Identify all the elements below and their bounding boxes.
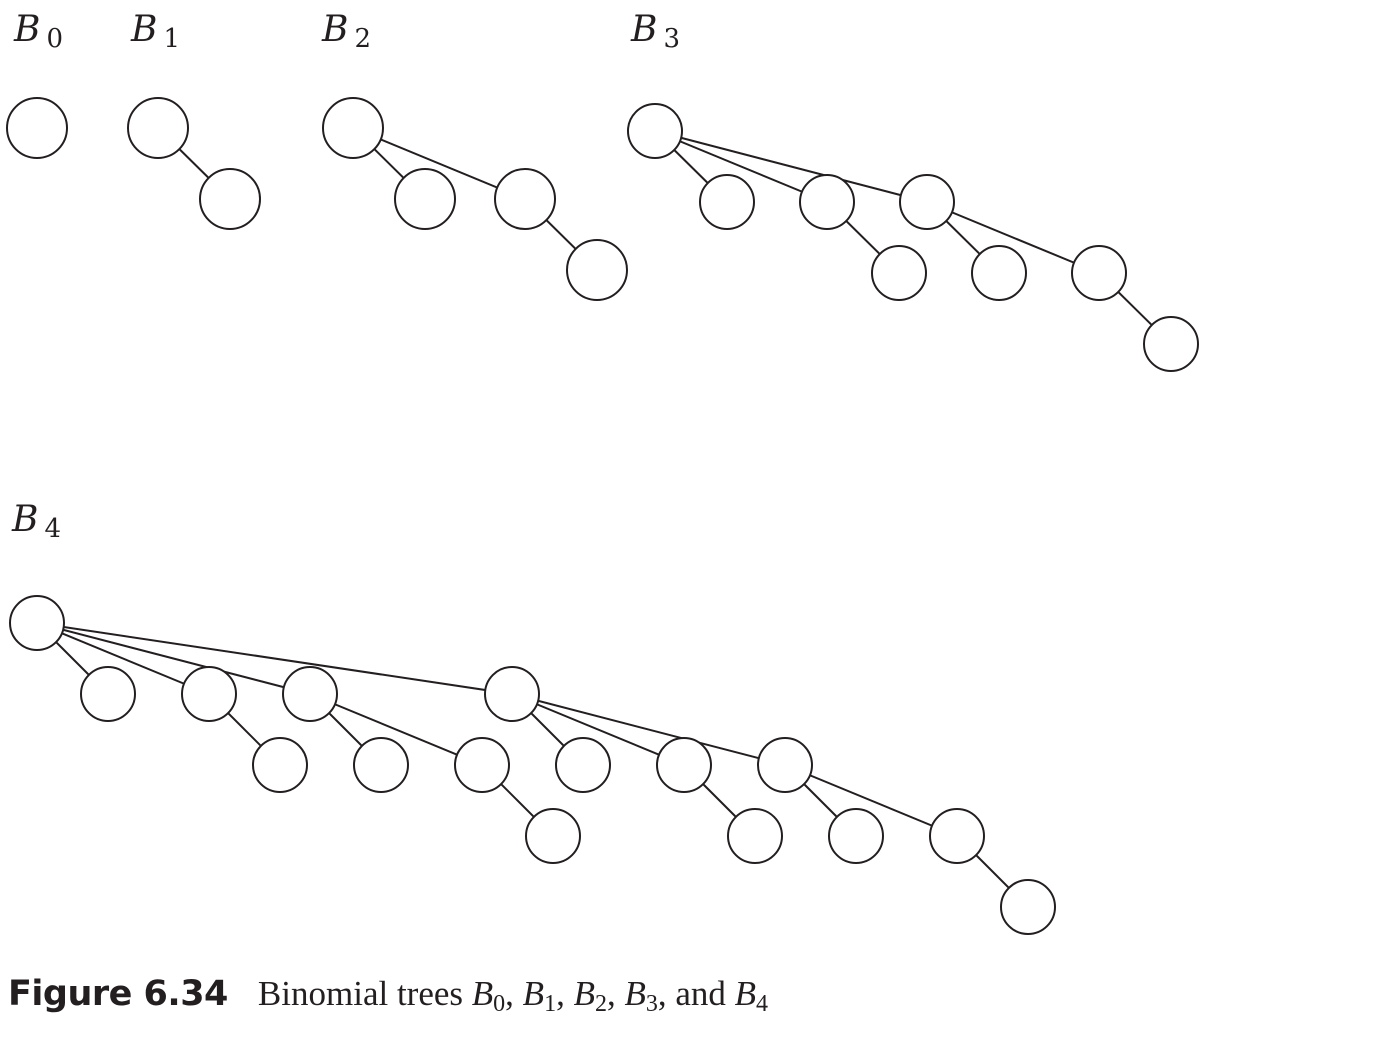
tree-b4-node <box>353 737 409 793</box>
tree-nodes <box>6 97 1199 935</box>
tree-b2-node <box>566 239 628 301</box>
tree-b3-node <box>1071 245 1127 301</box>
tree-b2-edge <box>352 127 526 200</box>
caption-tree-b3: B3 <box>624 974 658 1017</box>
tree-b2-node <box>494 168 556 230</box>
tree-b4-edge <box>784 764 958 837</box>
tree-b4-node <box>80 666 136 722</box>
tree-b4-edge <box>36 622 311 695</box>
tree-b4-edge <box>511 693 685 766</box>
caption-tree-b4: B4 <box>734 974 769 1017</box>
tree-b1-node <box>199 168 261 230</box>
tree-b3-node <box>799 174 855 230</box>
tree-b4-node <box>484 666 540 722</box>
tree-b4-root-node <box>9 595 65 651</box>
tree-b3-node <box>971 245 1027 301</box>
tree-b4-node <box>181 666 237 722</box>
tree-b4-node <box>555 737 611 793</box>
tree-b4-node <box>525 808 581 864</box>
tree-b2-root-node <box>322 97 384 159</box>
tree-b4-node <box>727 808 783 864</box>
tree-b4-node <box>757 737 813 793</box>
tree-b4-node <box>454 737 510 793</box>
tree-b2-node <box>394 168 456 230</box>
tree-b1-root-node <box>127 97 189 159</box>
tree-b3-node <box>1143 316 1199 372</box>
tree-b3-edge <box>654 130 828 203</box>
caption-tree-b1: B1 <box>522 974 557 1017</box>
tree-b3-node <box>899 174 955 230</box>
caption-tree-b0: B0 <box>471 974 506 1017</box>
tree-b4-node <box>282 666 338 722</box>
tree-b4-edge <box>309 693 483 766</box>
tree-b4-edge <box>36 622 210 695</box>
tree-b4-node <box>252 737 308 793</box>
tree-b3-edge <box>926 201 1100 274</box>
caption-tree-list: B0, B1, B2, B3, and B4 <box>471 974 769 1017</box>
tree-b4-node <box>929 808 985 864</box>
tree-b4-node <box>656 737 712 793</box>
tree-b4-node <box>828 808 884 864</box>
figure-label: Figure 6.34 <box>8 974 228 1014</box>
tree-b3-edge <box>654 130 928 203</box>
tree-b4-node <box>1000 879 1056 935</box>
tree-b3-root-node <box>627 103 683 159</box>
caption-lead: Binomial trees <box>257 974 464 1013</box>
tree-b3-node <box>871 245 927 301</box>
tree-b4-edge <box>511 693 786 766</box>
caption-text: Binomial trees B0, B1, B2, B3, and B4 <box>257 974 769 1017</box>
figure-caption: Figure 6.34 Binomial trees B0, B1, B2, B3… <box>8 974 769 1017</box>
tree-b3-node <box>699 174 755 230</box>
caption-tree-b2: B2 <box>573 974 607 1017</box>
tree-b0-root-node <box>6 97 68 159</box>
tree-b4-edge <box>36 622 513 695</box>
